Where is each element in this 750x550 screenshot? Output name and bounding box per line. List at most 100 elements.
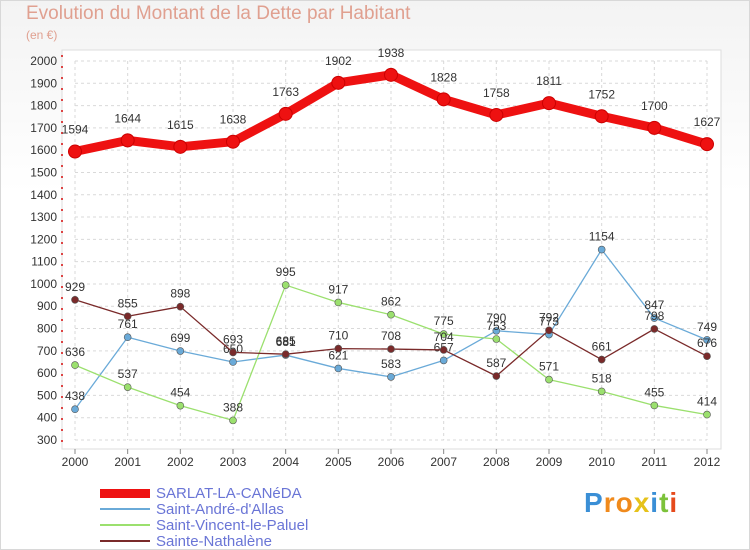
- legend-swatch: [100, 524, 150, 526]
- data-label: 636: [65, 345, 85, 359]
- data-label: 847: [644, 298, 664, 312]
- y-tick-label: 500: [37, 388, 57, 402]
- data-point: [542, 96, 556, 111]
- data-point: [492, 372, 501, 380]
- data-label: 1811: [536, 74, 562, 88]
- data-label: 1627: [694, 115, 721, 129]
- data-point: [597, 355, 606, 364]
- data-point: [281, 281, 290, 289]
- y-tick-label: 2000: [30, 54, 57, 68]
- data-point: [334, 364, 343, 373]
- data-point: [71, 405, 79, 414]
- x-tick-label: 2004: [272, 455, 299, 469]
- y-tick-label: 700: [37, 344, 57, 358]
- data-point: [489, 107, 504, 122]
- x-tick-label: 2002: [167, 455, 194, 469]
- data-point: [176, 347, 185, 355]
- data-point: [123, 312, 132, 321]
- data-point: [703, 410, 711, 419]
- data-label: 676: [697, 336, 717, 350]
- data-label: 1763: [272, 85, 299, 99]
- x-tick-label: 2003: [220, 455, 247, 469]
- y-tick-label: 1400: [30, 188, 57, 202]
- data-label: 773: [539, 315, 559, 329]
- data-point: [492, 326, 501, 335]
- data-point: [71, 361, 79, 369]
- data-point: [334, 298, 343, 307]
- data-label: 1700: [641, 99, 668, 113]
- data-label: 761: [118, 317, 138, 331]
- proxiti-logo: Proxiti: [584, 487, 678, 519]
- data-point: [331, 75, 346, 90]
- chart-title: Evolution du Montant de la Dette par Hab…: [26, 3, 411, 24]
- data-label: 1938: [378, 46, 405, 60]
- data-label: 661: [592, 340, 612, 354]
- data-point: [436, 92, 451, 107]
- y-tick-label: 800: [37, 322, 57, 336]
- logo-letter: P: [584, 487, 604, 518]
- chart-unit: (en €): [26, 28, 58, 42]
- legend-item: Saint-André-d'Allas: [100, 501, 308, 518]
- logo-letter: x: [633, 487, 651, 518]
- logo-letter: i: [650, 487, 660, 518]
- data-label: 1644: [114, 111, 141, 125]
- data-label: 798: [644, 309, 664, 323]
- y-tick-label: 1700: [30, 121, 57, 135]
- y-tick-label: 600: [37, 366, 57, 380]
- data-point: [597, 245, 606, 254]
- data-label: 775: [434, 314, 454, 328]
- x-tick-label: 2005: [325, 455, 352, 469]
- x-tick-label: 2006: [378, 455, 405, 469]
- data-point: [439, 356, 448, 365]
- logo-letter: o: [615, 487, 634, 518]
- data-point: [123, 383, 132, 391]
- data-point: [545, 375, 553, 384]
- legend-item: Saint-Vincent-le-Paluel: [100, 517, 308, 534]
- data-point: [123, 333, 132, 342]
- data-point: [176, 302, 185, 311]
- data-point: [384, 67, 398, 82]
- x-tick-label: 2008: [483, 455, 510, 469]
- data-label: 792: [539, 310, 559, 324]
- data-label: 699: [170, 331, 190, 345]
- logo-letter: i: [669, 487, 679, 518]
- data-point: [229, 416, 237, 425]
- legend-label: SARLAT-LA-CANéDA: [156, 484, 302, 502]
- data-point: [278, 106, 293, 121]
- data-point: [650, 314, 659, 322]
- data-label: 929: [65, 280, 85, 294]
- data-label: 1828: [430, 70, 457, 84]
- data-label: 537: [118, 367, 138, 381]
- data-label: 1615: [167, 118, 194, 132]
- data-point: [387, 345, 395, 353]
- data-label: 571: [539, 360, 559, 374]
- data-label: 862: [381, 295, 401, 309]
- data-label: 1154: [589, 230, 615, 244]
- data-label: 917: [328, 282, 348, 296]
- legend-swatch: [100, 540, 150, 542]
- data-label: 518: [592, 371, 612, 385]
- data-label: 681: [276, 335, 296, 349]
- data-label: 693: [223, 332, 243, 346]
- data-point: [647, 120, 662, 135]
- data-point: [594, 109, 609, 124]
- x-tick-label: 2011: [641, 455, 667, 469]
- logo-letter: t: [659, 487, 670, 518]
- legend-swatch: [100, 508, 150, 510]
- data-point: [120, 133, 135, 148]
- data-label: 685: [276, 334, 296, 348]
- data-label: 587: [486, 356, 506, 370]
- y-tick-label: 300: [37, 433, 57, 447]
- data-point: [703, 352, 711, 360]
- data-point: [229, 348, 237, 357]
- x-tick-label: 2001: [114, 455, 141, 469]
- data-label: 790: [486, 311, 506, 325]
- data-label: 454: [170, 386, 190, 400]
- data-point: [597, 387, 606, 396]
- legend-swatch: [100, 488, 150, 498]
- x-tick-label: 2012: [694, 455, 721, 469]
- data-point: [229, 358, 237, 366]
- chart-legend: SARLAT-LA-CANéDA Saint-André-d'Allas Saint…: [100, 484, 308, 550]
- data-point: [650, 401, 659, 410]
